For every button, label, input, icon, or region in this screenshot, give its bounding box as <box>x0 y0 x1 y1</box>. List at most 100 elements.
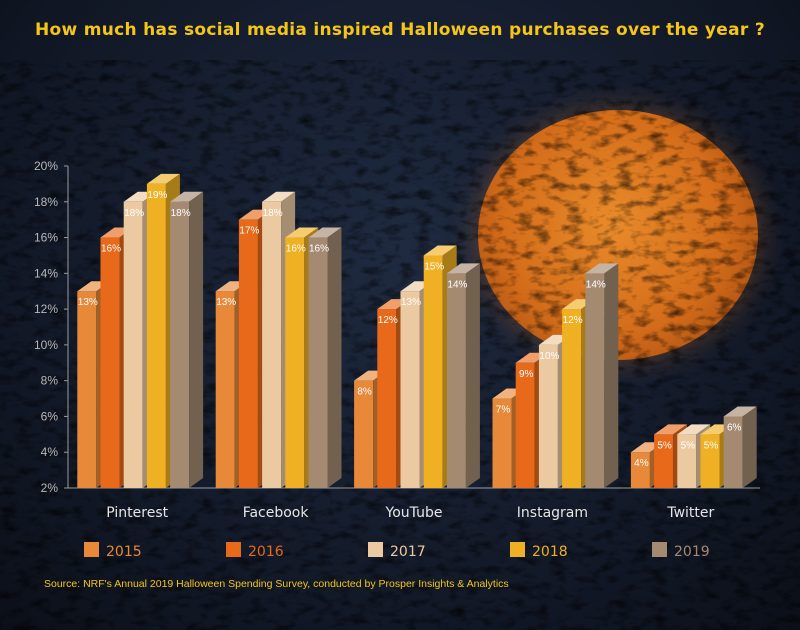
bar-front-face <box>262 201 282 488</box>
source-note: Source: NRF's Annual 2019 Halloween Spen… <box>44 578 509 590</box>
bar-front-face <box>123 201 143 488</box>
bar-value-label: 9% <box>519 369 534 380</box>
legend-label: 2018 <box>532 544 568 560</box>
bar-value-label: 6% <box>727 422 742 433</box>
y-tick-label: 20% <box>34 159 58 173</box>
bar-top-face <box>146 173 180 184</box>
bar-group-facebook: 13% 17% 18% 16% 16% <box>215 191 342 489</box>
y-tick-label: 2% <box>41 481 59 495</box>
legend-item-2017: 2017 <box>368 542 426 560</box>
bar-group-twitter: 4% 5% 5% 5% 6% <box>630 406 757 488</box>
bar-side-face <box>604 263 619 488</box>
bar-front-face <box>515 362 535 488</box>
y-tick-label: 12% <box>34 302 58 316</box>
bar-front-face <box>308 237 328 488</box>
bar-pinterest-2019: 18% <box>170 191 204 488</box>
bar-value-label: 5% <box>704 440 719 451</box>
bar-facebook-2019: 16% <box>308 227 342 489</box>
legend-item-2016: 2016 <box>226 542 284 560</box>
bar-side-face <box>465 263 480 488</box>
bar-value-label: 4% <box>634 458 649 469</box>
bar-value-label: 8% <box>357 387 372 398</box>
y-tick-label: 4% <box>41 445 59 459</box>
y-tick-label: 10% <box>34 338 58 352</box>
bar-front-face <box>723 416 743 488</box>
x-category-label: Twitter <box>666 505 714 521</box>
bar-front-face <box>354 380 374 488</box>
legend-item-2015: 2015 <box>84 542 142 560</box>
bar-value-label: 5% <box>681 440 696 451</box>
bar-front-face <box>630 452 650 488</box>
bar-front-face <box>100 237 120 488</box>
bar-value-label: 14% <box>586 279 606 290</box>
bar-value-label: 17% <box>239 226 259 237</box>
bar-top-face <box>446 263 480 274</box>
bar-front-face <box>538 344 558 488</box>
y-tick-label: 14% <box>34 266 58 280</box>
bar-front-face <box>215 291 235 488</box>
legend-label: 2015 <box>106 544 142 560</box>
bar-front-face <box>400 291 420 488</box>
chart-title: How much has social media inspired Hallo… <box>35 20 765 40</box>
bar-group-youtube: 8% 12%13% 15%14% <box>354 245 480 488</box>
bar-value-label: 7% <box>496 405 511 416</box>
legend-swatch <box>368 542 383 557</box>
bar-value-label: 13% <box>216 297 236 308</box>
x-category-label: YouTube <box>385 505 443 521</box>
bar-top-face <box>677 424 711 435</box>
x-category-label: Facebook <box>243 505 310 521</box>
bar-value-label: 16% <box>286 244 306 255</box>
y-tick-label: 16% <box>34 231 58 245</box>
bar-front-face <box>77 291 97 488</box>
bar-top-face <box>285 227 319 238</box>
bar-side-face <box>189 191 204 488</box>
bar-value-label: 12% <box>378 315 398 326</box>
bar-value-label: 12% <box>563 315 583 326</box>
x-category-label: Pinterest <box>106 505 168 521</box>
bar-front-face <box>492 398 512 488</box>
bar-instagram-2019: 14% <box>585 263 619 488</box>
legend-item-2019: 2019 <box>652 542 710 560</box>
bar-front-face <box>654 434 674 488</box>
bar-top-face <box>308 227 342 238</box>
bar-front-face <box>585 273 605 488</box>
bar-front-face <box>700 434 720 488</box>
bar-front-face <box>285 237 305 488</box>
bar-youtube-2019: 14% <box>446 263 480 488</box>
y-tick-label: 18% <box>34 195 58 209</box>
bar-front-face <box>446 273 466 488</box>
bar-value-label: 16% <box>101 244 121 255</box>
legend-label: 2017 <box>390 544 426 560</box>
legend-swatch <box>84 542 99 557</box>
bar-value-label: 16% <box>309 244 329 255</box>
bar-top-face <box>423 245 457 256</box>
bar-top-face <box>654 424 688 435</box>
bar-value-label: 14% <box>447 279 467 290</box>
y-tick-label: 8% <box>41 374 59 388</box>
bar-group-instagram: 7% 9% 10% 12% 14% <box>492 263 619 488</box>
bar-value-label: 15% <box>424 261 444 272</box>
bar-value-label: 5% <box>657 440 672 451</box>
bar-value-label: 18% <box>263 208 283 219</box>
legend-swatch <box>226 542 241 557</box>
bar-top-face <box>585 263 619 274</box>
legend-label: 2016 <box>248 544 284 560</box>
bar-value-label: 18% <box>171 208 191 219</box>
bar-value-label: 13% <box>401 297 421 308</box>
bar-side-face <box>742 406 757 488</box>
bar-value-label: 18% <box>124 208 144 219</box>
x-category-label: Instagram <box>517 505 588 521</box>
bar-front-face <box>170 201 190 488</box>
bar-value-label: 13% <box>78 297 98 308</box>
y-tick-label: 6% <box>41 409 59 423</box>
bar-value-label: 10% <box>539 351 559 362</box>
bar-front-face <box>238 219 258 488</box>
bar-front-face <box>423 255 443 488</box>
bar-front-face <box>677 434 697 488</box>
bar-twitter-2019: 6% <box>723 406 757 488</box>
bar-value-label: 19% <box>147 190 167 201</box>
bar-top-face <box>262 191 296 202</box>
bar-top-face <box>170 191 204 202</box>
bar-top-face <box>723 406 757 417</box>
